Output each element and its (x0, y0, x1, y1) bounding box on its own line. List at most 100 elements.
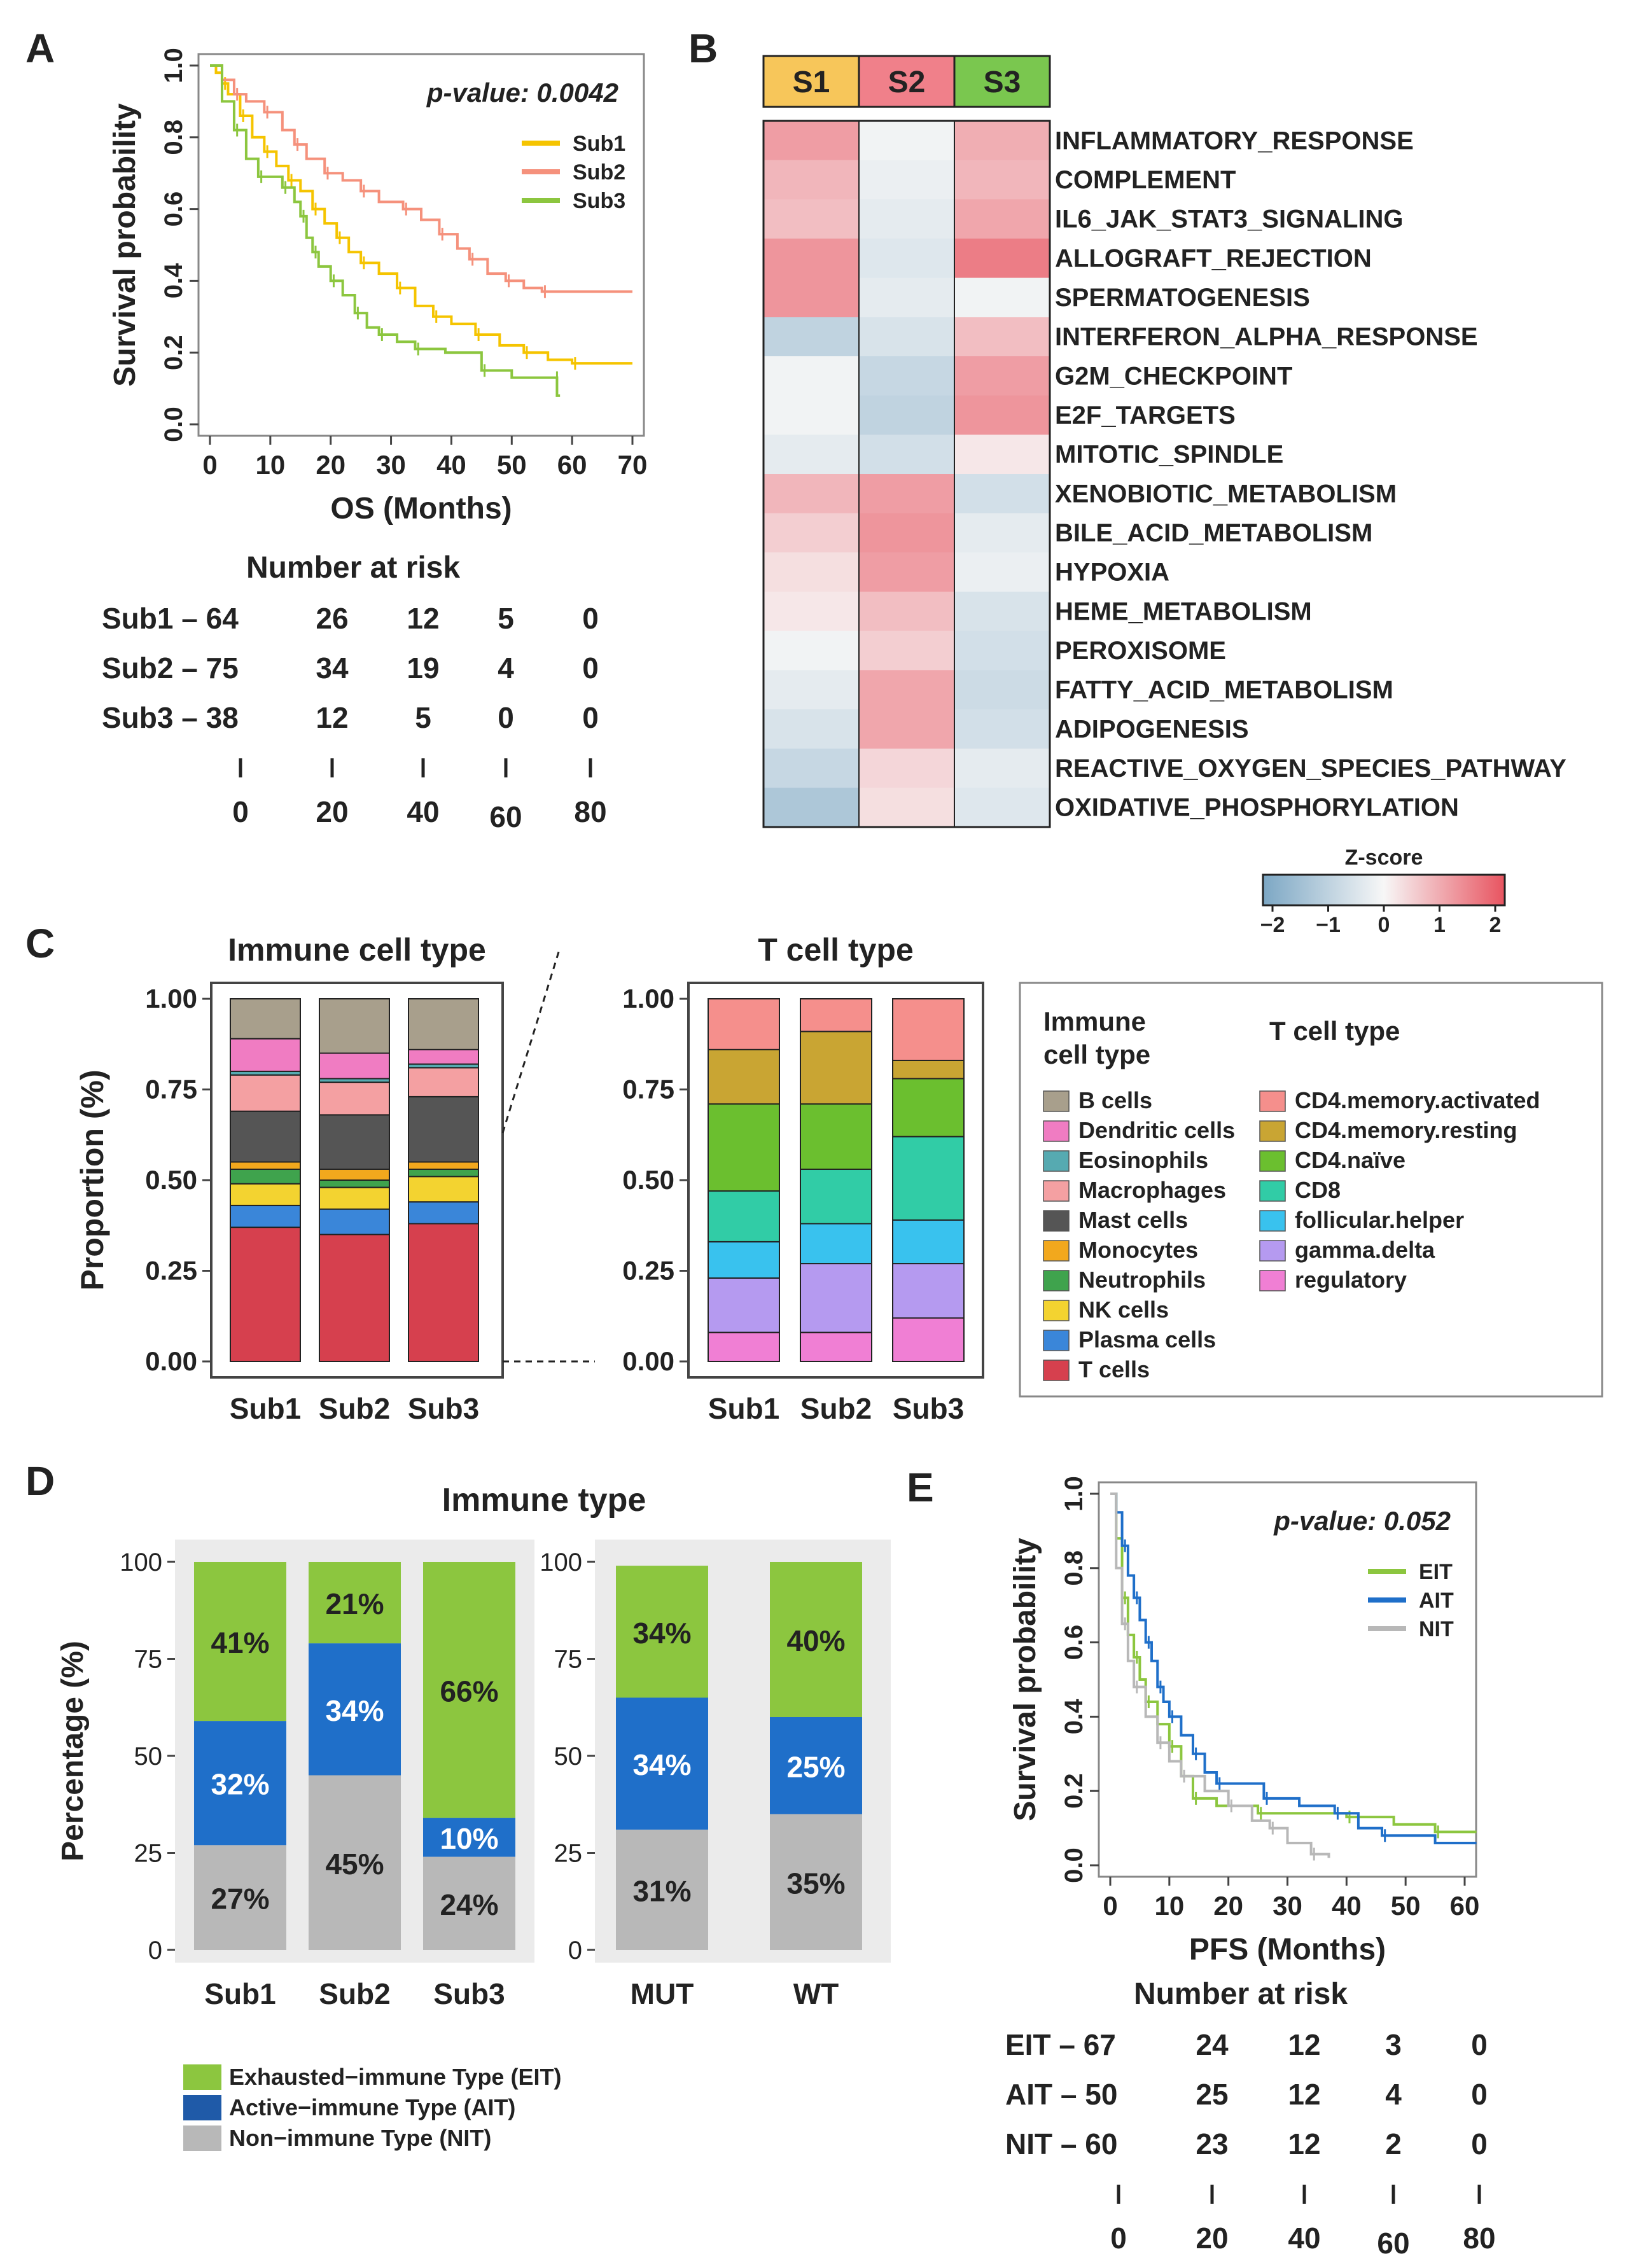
legend-title-tcell: T cell type (1269, 1016, 1400, 1046)
heatmap-cell (859, 356, 955, 396)
legend-label: Mast cells (1078, 1207, 1188, 1233)
column-header-s3 (953, 55, 1051, 108)
y-axis-title: Percentage (%) (56, 1641, 90, 1861)
heatmap-cell (954, 121, 1050, 161)
row-label: PEROXISOME (1055, 637, 1226, 665)
bar-segment (616, 1829, 708, 1950)
risk-value: 34 (316, 651, 349, 685)
data-label: 35% (786, 1867, 845, 1900)
legend-label: CD4.naïve (1295, 1147, 1405, 1173)
chart-title: Immune type (442, 1482, 646, 1519)
bar-segment (708, 1332, 780, 1362)
risk-value: 0 (582, 602, 599, 635)
legend-swatch (1259, 1240, 1286, 1262)
bar-segment (616, 1566, 708, 1698)
legend-label: Active−immune Type (AIT) (229, 2094, 515, 2120)
heatmap-cell (859, 474, 955, 514)
y-tick-label: 0.2 (1060, 1773, 1088, 1809)
bar-segment (770, 1562, 862, 1717)
km-curve-sub1 (210, 64, 632, 365)
row-label: XENOBIOTIC_METABOLISM (1055, 480, 1397, 508)
heatmap-cell (954, 630, 1050, 671)
bar-segment (800, 1223, 872, 1265)
y-tick-label: 25 (134, 1840, 163, 1868)
bar-segment (319, 1168, 390, 1181)
bar-segment (230, 998, 301, 1040)
x-tick-label: 30 (1273, 1891, 1302, 1921)
bar-segment (319, 1208, 390, 1235)
legend-title-immune: Immune (1043, 1006, 1146, 1036)
legend-label: CD4.memory.activated (1295, 1087, 1540, 1113)
data-label: 41% (211, 1626, 269, 1659)
legend-label: regulatory (1295, 1267, 1407, 1293)
heatmap-cell (954, 513, 1050, 553)
risk-row-label: Sub2 – 75 (102, 651, 239, 685)
risk-row-label: EIT – 67 (1005, 2028, 1116, 2061)
column-header-s2 (858, 55, 956, 108)
plot-frame (197, 53, 645, 437)
data-label: 45% (325, 1847, 384, 1881)
x-tick-label: MUT (631, 1977, 694, 2010)
risk-value: 2 (1385, 2127, 1402, 2160)
risk-value: 4 (498, 651, 514, 685)
heatmap-cell (764, 395, 860, 435)
data-label: 34% (632, 1617, 691, 1650)
legend-label: Neutrophils (1078, 1267, 1206, 1293)
bar-segment (408, 1223, 479, 1363)
risk-time-label: 60 (489, 800, 522, 833)
legend-title-immune-2: cell type (1043, 1040, 1150, 1069)
risk-value: 12 (1288, 2028, 1320, 2061)
legend-swatch (1259, 1150, 1286, 1172)
risk-value: 0 (582, 651, 599, 685)
legend-swatch (1259, 1180, 1286, 1202)
y-tick-label: 25 (554, 1840, 583, 1868)
row-label: ADIPOGENESIS (1055, 715, 1249, 743)
x-tick-label: Sub2 (319, 1392, 390, 1425)
y-tick-label: 0.00 (145, 1346, 197, 1376)
legend-label-nit: NIT (1419, 1617, 1454, 1641)
legend-label: follicular.helper (1295, 1207, 1464, 1233)
legend-label: Plasma cells (1078, 1326, 1216, 1353)
bar-segment (230, 1227, 301, 1362)
heatmap-cell (954, 474, 1050, 514)
risk-time-label: 80 (1463, 2222, 1495, 2255)
heatmap-cell (859, 121, 955, 161)
heatmap-cell (954, 317, 1050, 357)
heatmap-cell (954, 709, 1050, 749)
legend-label: CD4.memory.resting (1295, 1117, 1517, 1143)
row-label: HYPOXIA (1055, 559, 1169, 587)
legend-label: Macrophages (1078, 1177, 1226, 1203)
legend-swatch (1043, 1330, 1070, 1351)
legend-label: Exhausted−immune Type (EIT) (229, 2064, 561, 2090)
column-header-label: S3 (984, 66, 1021, 99)
y-tick-label: 0.75 (145, 1075, 197, 1104)
x-tick-label: Sub1 (204, 1977, 275, 2010)
km-plot-A: 0 10 20 30 40 50 60 70 0.0 0.2 0.4 0.6 0.8 1.0 OS (Mon… (108, 48, 647, 525)
km-curve-eit (1110, 1492, 1477, 1833)
bar-segment (423, 1562, 515, 1818)
heatmap-cell (954, 670, 1050, 710)
legend-swatch (1043, 1150, 1070, 1172)
risk-time-label: 40 (1288, 2222, 1320, 2255)
bar-segment (319, 998, 390, 1054)
risk-time-label: 20 (1196, 2222, 1228, 2255)
data-label: 40% (786, 1624, 845, 1657)
risk-value: 3 (1385, 2028, 1402, 2061)
heatmap-cell (764, 552, 860, 592)
heatmap-cell (954, 199, 1050, 239)
bar-segment (423, 1818, 515, 1857)
y-axis-title: Survival probability (1008, 1538, 1042, 1821)
y-tick-label: 50 (554, 1743, 583, 1771)
row-label: SPERMATOGENESIS (1055, 284, 1310, 312)
row-label: BILE_ACID_METABOLISM (1055, 519, 1372, 547)
legend-swatch (183, 2125, 221, 2151)
bar-segment (408, 1067, 479, 1097)
heatmap-cell (859, 513, 955, 553)
bar-segment (708, 1103, 780, 1192)
zscore-tick-label: 0 (1378, 913, 1390, 937)
bar-segment (194, 1562, 286, 1722)
heatmap-cell (954, 435, 1050, 475)
risk-value: 19 (407, 651, 439, 685)
y-tick-label: 0.8 (160, 120, 188, 155)
heatmap-cell (859, 748, 955, 788)
